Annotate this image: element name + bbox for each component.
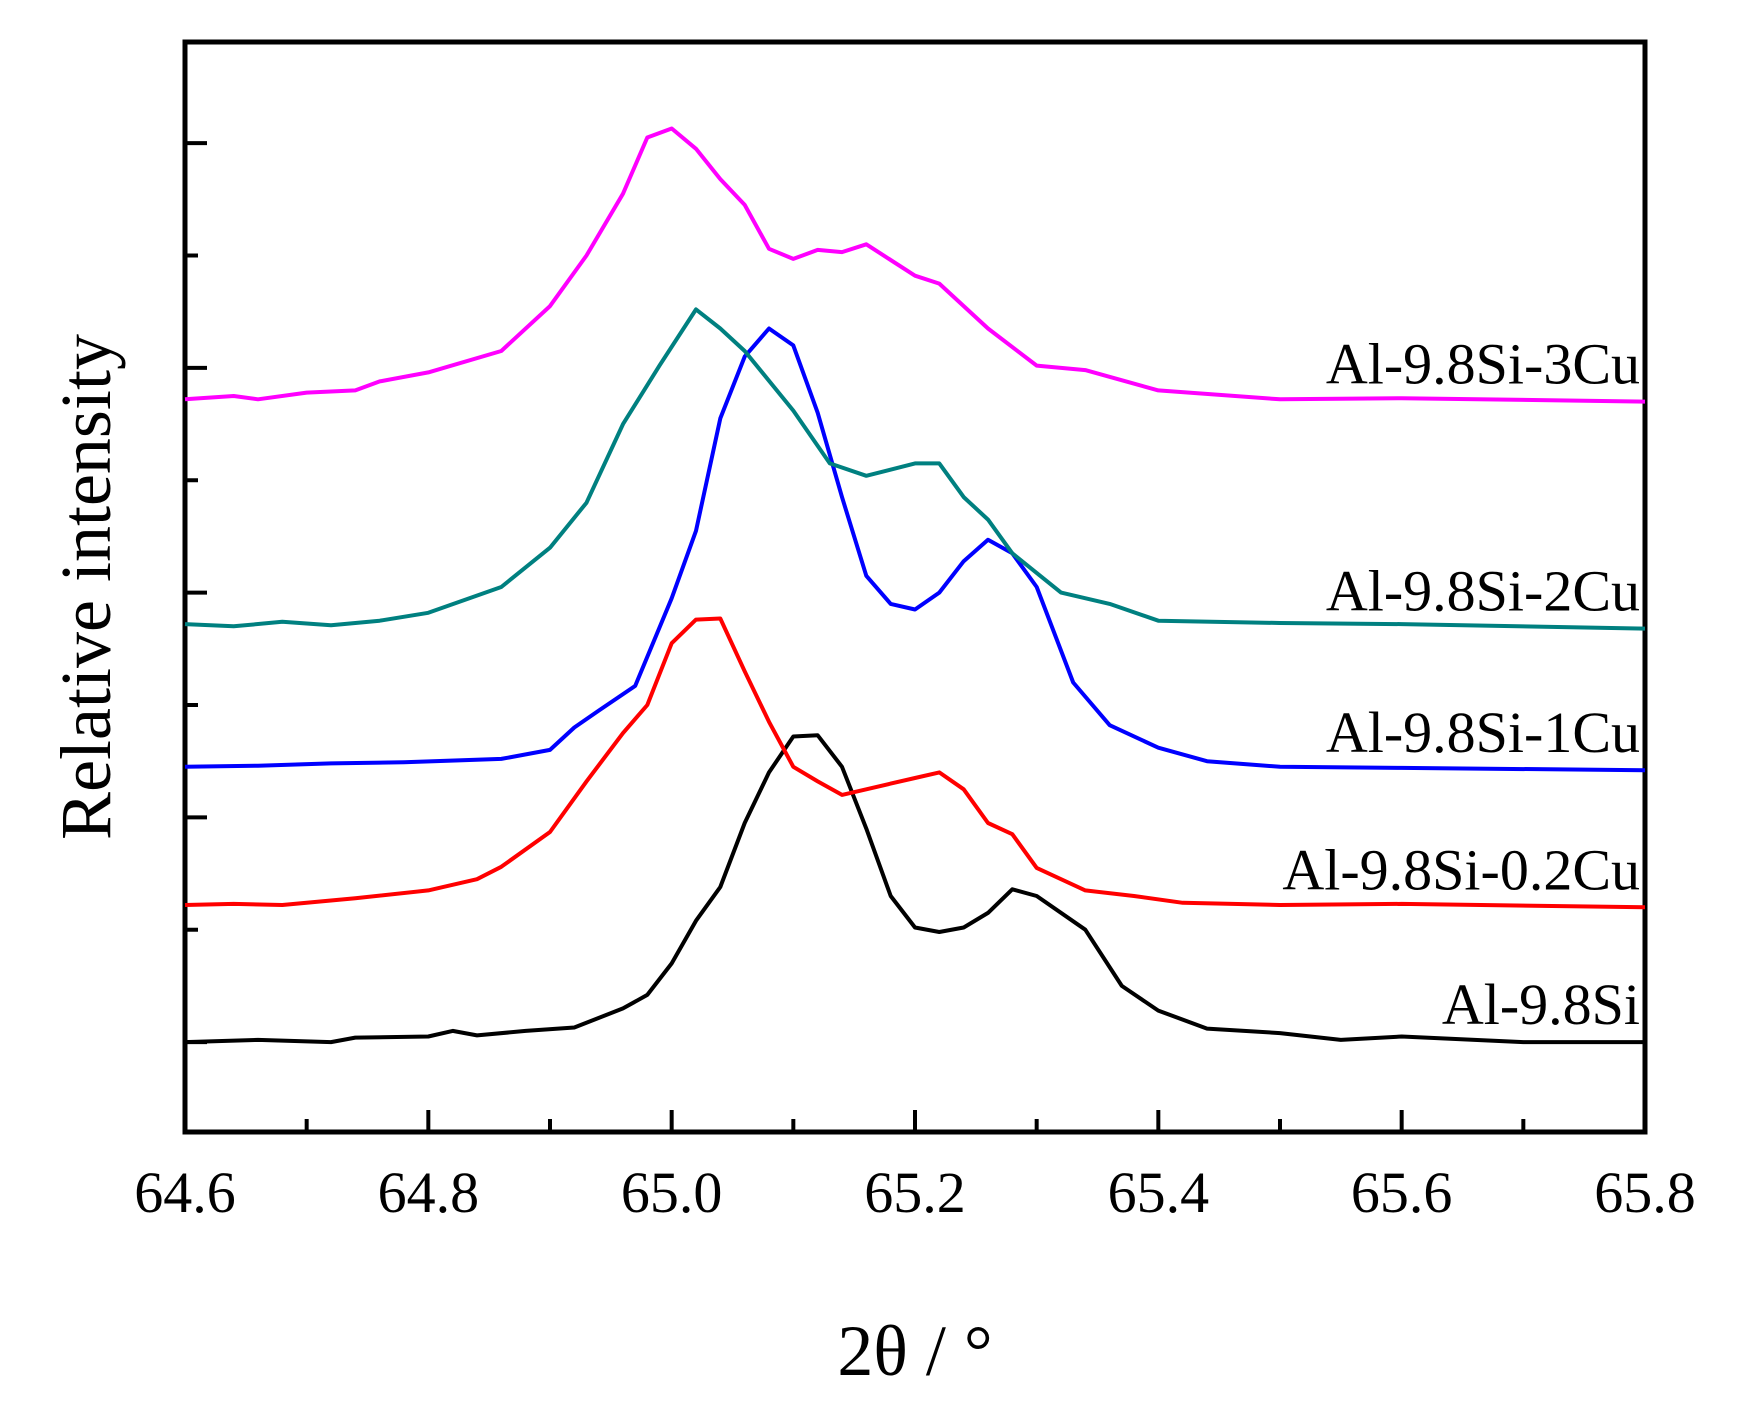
series-line-al-9-8si-1cu bbox=[184, 326, 1646, 773]
x-tick-label: 64.6 bbox=[134, 1160, 236, 1225]
series-label-al-9-8si-0-2cu: Al-9.8Si-0.2Cu bbox=[1282, 837, 1640, 902]
x-tick-label: 64.8 bbox=[378, 1160, 480, 1225]
x-tick-labels: 64.6 64.8 65.0 65.2 65.4 65.6 65.8 bbox=[134, 1160, 1696, 1225]
series-lines bbox=[184, 126, 1646, 1045]
series-label-al-9-8si-3cu: Al-9.8Si-3Cu bbox=[1326, 332, 1640, 397]
series-line-al-9-8si-0-2cu bbox=[184, 616, 1646, 910]
series-label-al-9-8si: Al-9.8Si bbox=[1442, 972, 1640, 1037]
series-label-al-9-8si-1cu: Al-9.8Si-1Cu bbox=[1326, 700, 1640, 765]
axis-ticks bbox=[183, 141, 1647, 1132]
series-label-al-9-8si-2cu: Al-9.8Si-2Cu bbox=[1326, 559, 1640, 624]
series-line-al-9-8si-3cu bbox=[184, 126, 1646, 404]
x-tick-label: 65.4 bbox=[1108, 1160, 1210, 1225]
x-tick-label: 65.8 bbox=[1594, 1160, 1696, 1225]
y-axis-title: Relative intensity bbox=[46, 334, 126, 840]
series-line-al-9-8si bbox=[184, 733, 1645, 1045]
x-tick-label: 65.2 bbox=[864, 1160, 966, 1225]
x-tick-label: 65.0 bbox=[621, 1160, 723, 1225]
x-axis-title: 2θ / ° bbox=[837, 1311, 992, 1391]
series-labels: Al-9.8Si Al-9.8Si-0.2Cu Al-9.8Si-1Cu Al-9.8… bbox=[1282, 332, 1640, 1038]
series-line-al-9-8si-2cu bbox=[184, 307, 1646, 631]
x-tick-label: 65.6 bbox=[1351, 1160, 1453, 1225]
